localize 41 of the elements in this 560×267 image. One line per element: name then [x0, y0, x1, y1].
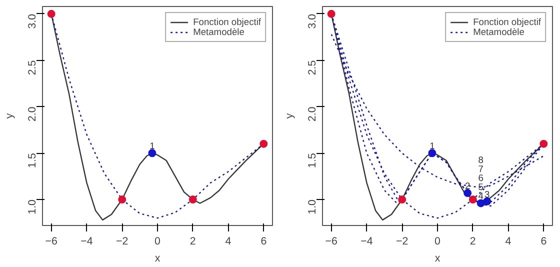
y-tick-label: 1.5: [306, 153, 318, 168]
annotation: 7: [478, 164, 484, 174]
x-tick-label: −6: [45, 236, 58, 248]
annotation: 3: [484, 189, 490, 200]
x-tick-label: −6: [325, 236, 338, 248]
annotation: 1: [430, 141, 435, 152]
legend-label: Fonction objectif: [193, 17, 261, 27]
x-tick-label: 2: [190, 236, 196, 248]
y-tick-label: 2.0: [306, 106, 318, 122]
x-tick-label: 4: [225, 236, 232, 248]
y-tick-label: 1.0: [306, 199, 318, 214]
y-tick-label: 1.0: [26, 199, 38, 214]
x-tick-label: −2: [396, 236, 408, 248]
x-tick-label: −4: [80, 236, 93, 248]
x-tick-label: 2: [470, 236, 476, 248]
annotation: 4: [478, 191, 484, 202]
x-tick-label: −4: [360, 236, 373, 248]
x-axis-title: x: [154, 252, 161, 264]
annotation: 1: [150, 141, 155, 152]
y-tick-label: 1.5: [26, 153, 38, 168]
x-tick-label: 4: [505, 236, 512, 248]
y-tick-label: 2.5: [306, 60, 318, 76]
y-axis-title: y: [284, 112, 296, 119]
annotation: 8: [478, 155, 484, 166]
y-tick-label: 3.0: [26, 14, 38, 29]
x-tick-label: 0: [434, 236, 441, 248]
annotation: 6: [478, 173, 484, 184]
x-tick-label: 0: [154, 236, 161, 248]
x-tick-label: 6: [540, 236, 547, 248]
x-axis-title: x: [434, 252, 441, 264]
y-tick-label: 3.0: [306, 14, 318, 29]
y-tick-label: 2.5: [26, 60, 38, 76]
annotation: 5: [478, 182, 484, 192]
legend-label: Fonction objectif: [473, 17, 541, 27]
y-axis-title: y: [4, 112, 16, 119]
legend-label: Metamodèle: [193, 27, 244, 37]
annotation: 2: [464, 181, 470, 192]
legend-label: Metamodèle: [473, 27, 524, 37]
y-tick-label: 2.0: [26, 106, 38, 122]
x-tick-label: 6: [260, 236, 267, 248]
x-tick-label: −2: [116, 236, 128, 248]
